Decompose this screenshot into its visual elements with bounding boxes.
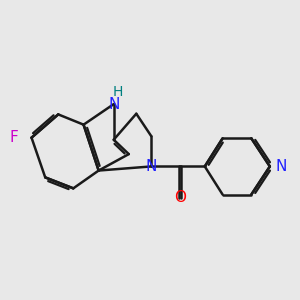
Text: O: O xyxy=(174,190,186,206)
Text: N: N xyxy=(275,159,287,174)
Text: N: N xyxy=(146,159,157,174)
Text: F: F xyxy=(10,130,19,145)
Text: N: N xyxy=(108,97,119,112)
Text: H: H xyxy=(112,85,123,99)
